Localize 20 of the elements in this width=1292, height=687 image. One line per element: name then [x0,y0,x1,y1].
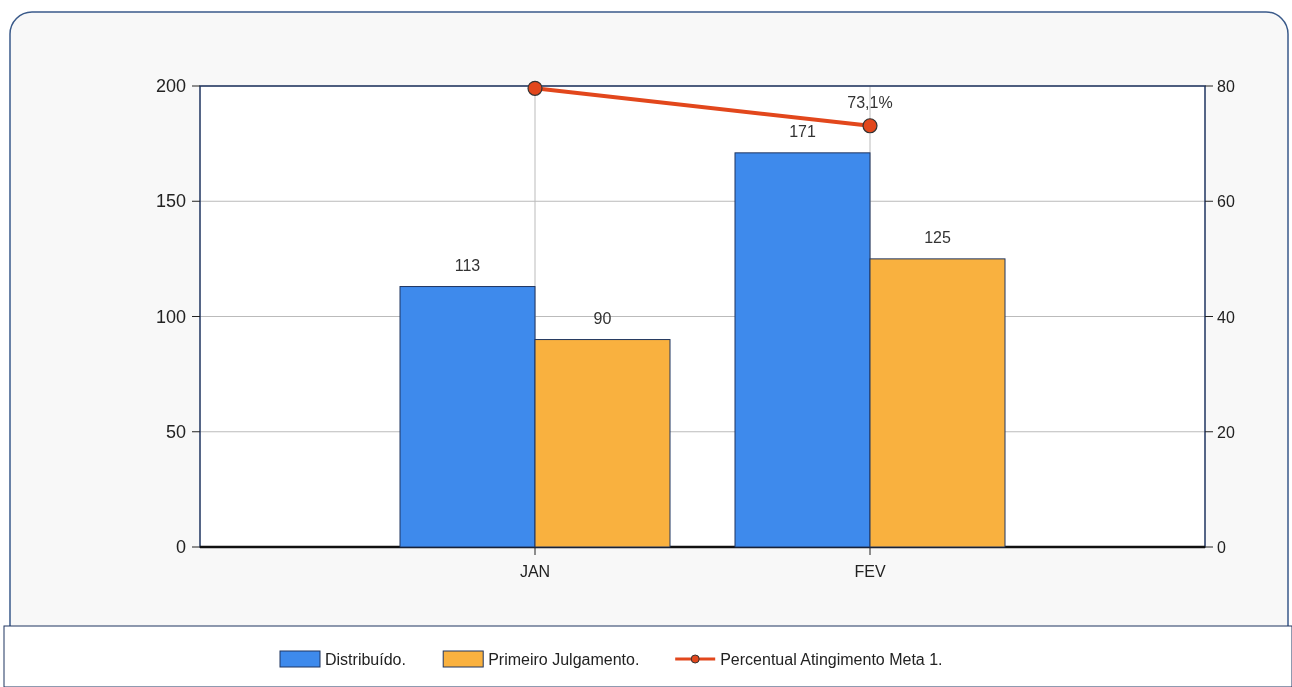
y-tick-label: 50 [165,421,186,442]
y-tick-label: 150 [155,191,186,212]
y2-tick-label: 0 [1217,539,1226,556]
legend-label: Distribuído. [325,651,406,668]
x-tick-label: JAN [519,563,551,580]
y2-tick-label: 20 [1217,423,1235,441]
y-tick-label: 0 [175,537,186,557]
y2-tick-label: 40 [1217,308,1235,326]
data-label: 125 [924,228,951,246]
data-label: 171 [789,122,816,140]
y-tick-label: 100 [155,306,186,327]
legend-label: Primeiro Julgamento. [488,651,640,668]
y-tick-label: 200 [155,76,186,96]
y2-tick-label: 80 [1217,78,1235,95]
y2-tick-label: 60 [1217,193,1235,211]
data-label: 113 [454,256,481,274]
legend-label: Percentual Atingimento Meta 1. [720,651,943,668]
data-label: 90 [593,309,612,327]
x-tick-label: FEV [854,563,886,580]
data-label: 73,1% [847,93,893,111]
